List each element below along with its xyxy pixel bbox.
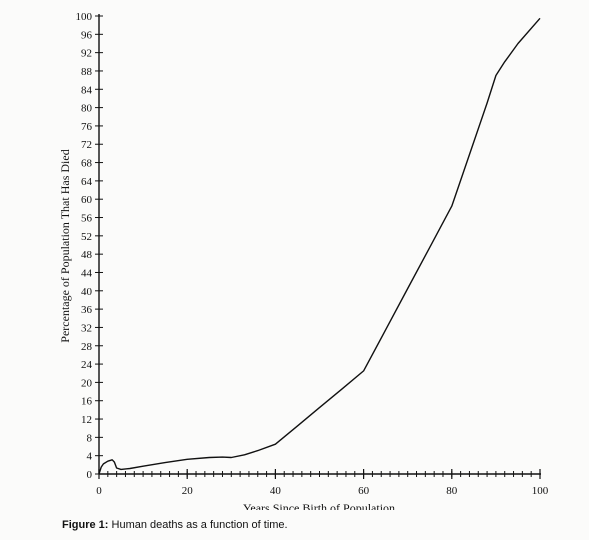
y-tick-label: 88 bbox=[81, 66, 93, 78]
x-axis-title: Years Since Birth of Population bbox=[243, 501, 395, 510]
y-tick-label: 28 bbox=[81, 341, 93, 353]
y-tick-label: 68 bbox=[81, 158, 93, 170]
y-tick-label: 76 bbox=[81, 121, 93, 133]
x-tick-label: 100 bbox=[532, 485, 549, 497]
y-tick-label: 84 bbox=[81, 84, 93, 96]
y-tick-label: 4 bbox=[87, 451, 93, 463]
y-tick-label: 44 bbox=[81, 267, 93, 279]
chart: 0481216202428323640444852566064687276808… bbox=[58, 11, 549, 510]
y-axis-title: Percentage of Population That Has Died bbox=[58, 149, 72, 342]
x-tick-label: 0 bbox=[96, 485, 102, 497]
x-axis-ticks: 0 20 40 60 80 100 bbox=[96, 469, 549, 497]
y-tick-label: 96 bbox=[81, 29, 93, 41]
caption-text: Human deaths as a function of time. bbox=[108, 519, 288, 531]
x-tick-label: 60 bbox=[358, 485, 370, 497]
caption-label: Figure 1: bbox=[62, 519, 109, 531]
y-tick-label: 80 bbox=[81, 103, 93, 115]
y-tick-label: 32 bbox=[81, 322, 92, 334]
y-tick-label: 24 bbox=[81, 359, 93, 371]
y-axis-ticks: 0481216202428323640444852566064687276808… bbox=[76, 11, 103, 481]
y-tick-label: 72 bbox=[81, 139, 92, 151]
y-tick-label: 52 bbox=[81, 231, 92, 243]
y-tick-label: 48 bbox=[81, 249, 93, 261]
y-tick-label: 8 bbox=[87, 432, 93, 444]
figure-caption: Figure 1: Human deaths as a function of … bbox=[62, 519, 288, 531]
x-tick-label: 20 bbox=[182, 485, 194, 497]
y-tick-label: 16 bbox=[81, 396, 93, 408]
x-tick-label: 80 bbox=[446, 485, 458, 497]
y-tick-label: 92 bbox=[81, 48, 92, 60]
y-tick-label: 64 bbox=[81, 176, 93, 188]
axes bbox=[98, 14, 541, 475]
y-tick-label: 60 bbox=[81, 194, 93, 206]
y-tick-label: 36 bbox=[81, 304, 93, 316]
series-line bbox=[98, 17, 541, 475]
x-tick-label: 40 bbox=[270, 485, 282, 497]
y-tick-label: 12 bbox=[81, 414, 92, 426]
y-tick-label: 20 bbox=[81, 377, 93, 389]
y-tick-label: 0 bbox=[87, 469, 93, 481]
y-tick-label: 40 bbox=[81, 286, 93, 298]
y-tick-label: 56 bbox=[81, 213, 93, 225]
y-tick-label: 100 bbox=[76, 11, 93, 23]
